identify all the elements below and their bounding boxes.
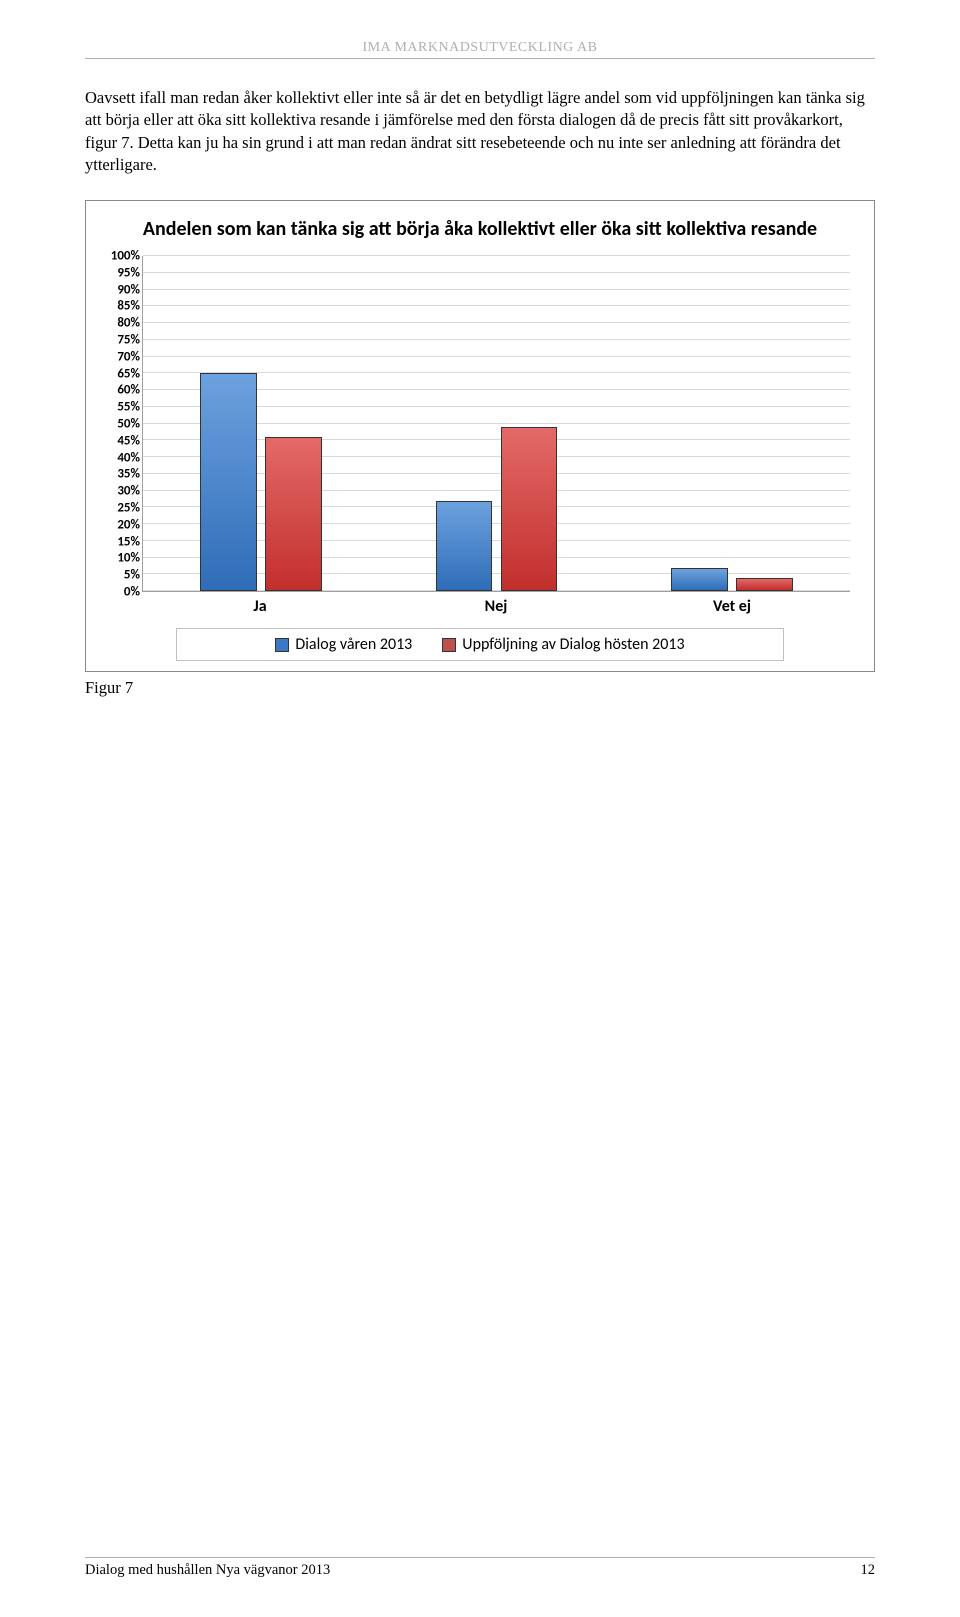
chart-bar xyxy=(436,501,493,591)
page-footer: Dialog med hushållen Nya vägvanor 2013 1… xyxy=(85,1557,875,1579)
chart-area: 0%5%10%15%20%25%30%35%40%45%50%55%60%65%… xyxy=(142,256,850,616)
chart-y-tick-label: 25% xyxy=(117,501,140,516)
chart-gridline xyxy=(143,289,850,290)
chart-y-tick-label: 10% xyxy=(117,551,140,566)
chart-bar xyxy=(200,373,257,591)
chart-x-category-label: Vet ej xyxy=(713,597,751,616)
legend-item: Dialog våren 2013 xyxy=(275,635,412,654)
chart-y-tick-label: 0% xyxy=(124,585,140,600)
chart-y-tick-label: 50% xyxy=(117,417,140,432)
chart-bar xyxy=(736,578,793,591)
chart-gridline xyxy=(143,339,850,340)
chart-gridline xyxy=(143,305,850,306)
chart-bar xyxy=(265,437,322,591)
chart-y-tick-label: 75% xyxy=(117,333,140,348)
footer-page-number: 12 xyxy=(861,1562,876,1579)
chart-bar xyxy=(671,568,728,591)
legend-swatch-icon xyxy=(275,638,289,652)
chart-bar xyxy=(501,427,558,591)
chart-y-tick-label: 20% xyxy=(117,517,140,532)
chart-y-tick-label: 95% xyxy=(117,265,140,280)
body-paragraph: Oavsett ifall man redan åker kollektivt … xyxy=(85,87,875,176)
legend-label: Uppföljning av Dialog hösten 2013 xyxy=(462,635,684,654)
chart-container: Andelen som kan tänka sig att börja åka … xyxy=(85,200,875,672)
page-header-org: IMA MARKNADSUTVECKLING AB xyxy=(85,40,875,56)
chart-x-category-label: Ja xyxy=(253,597,266,616)
legend-label: Dialog våren 2013 xyxy=(295,635,412,654)
chart-y-tick-label: 5% xyxy=(124,568,140,583)
chart-y-tick-label: 100% xyxy=(111,249,140,264)
figure-label: Figur 7 xyxy=(85,678,875,698)
chart-y-tick-label: 90% xyxy=(117,282,140,297)
chart-gridline xyxy=(143,322,850,323)
chart-y-tick-label: 85% xyxy=(117,299,140,314)
chart-x-axis: Ja Nej Vet ej xyxy=(142,592,850,616)
chart-y-tick-label: 80% xyxy=(117,316,140,331)
legend-swatch-icon xyxy=(442,638,456,652)
chart-gridline xyxy=(143,356,850,357)
legend-item: Uppföljning av Dialog hösten 2013 xyxy=(442,635,684,654)
chart-plot-area xyxy=(142,256,850,592)
chart-gridline xyxy=(143,255,850,256)
chart-x-category-label: Nej xyxy=(485,597,508,616)
chart-y-tick-label: 30% xyxy=(117,484,140,499)
chart-y-tick-label: 70% xyxy=(117,349,140,364)
chart-legend: Dialog våren 2013 Uppföljning av Dialog … xyxy=(176,628,784,661)
header-rule xyxy=(85,58,875,59)
chart-y-tick-label: 45% xyxy=(117,433,140,448)
chart-y-axis: 0%5%10%15%20%25%30%35%40%45%50%55%60%65%… xyxy=(98,256,142,592)
chart-y-tick-label: 35% xyxy=(117,467,140,482)
chart-gridline xyxy=(143,272,850,273)
chart-y-tick-label: 65% xyxy=(117,366,140,381)
chart-y-tick-label: 15% xyxy=(117,534,140,549)
chart-y-tick-label: 55% xyxy=(117,400,140,415)
chart-title: Andelen som kan tänka sig att börja åka … xyxy=(126,217,834,242)
footer-rule xyxy=(85,1557,875,1558)
chart-y-tick-label: 60% xyxy=(117,383,140,398)
chart-y-tick-label: 40% xyxy=(117,450,140,465)
footer-left-text: Dialog med hushållen Nya vägvanor 2013 xyxy=(85,1562,330,1579)
